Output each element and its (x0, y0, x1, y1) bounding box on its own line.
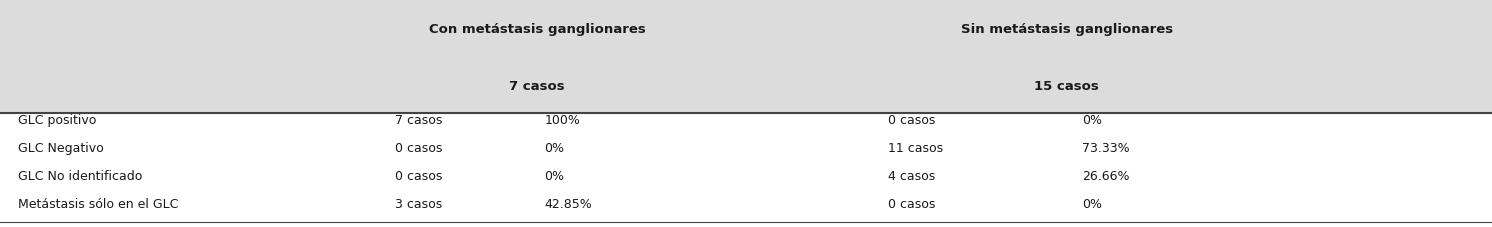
Bar (0, 0, 1492, 114)
Text: 7 casos: 7 casos (509, 80, 565, 93)
Text: 0%: 0% (545, 142, 564, 155)
Text: 15 casos: 15 casos (1034, 80, 1100, 93)
Text: 0%: 0% (1082, 197, 1101, 210)
Text: 0 casos: 0 casos (888, 197, 935, 210)
Text: GLC No identificado: GLC No identificado (18, 170, 142, 183)
Text: 0%: 0% (1082, 114, 1101, 127)
Text: 11 casos: 11 casos (888, 142, 943, 155)
Text: GLC positivo: GLC positivo (18, 114, 97, 127)
Text: Con metástasis ganglionares: Con metástasis ganglionares (428, 23, 646, 36)
Text: 26.66%: 26.66% (1082, 170, 1129, 183)
Text: 4 casos: 4 casos (888, 170, 935, 183)
Text: 73.33%: 73.33% (1082, 142, 1129, 155)
Text: 0 casos: 0 casos (395, 170, 443, 183)
Text: 7 casos: 7 casos (395, 114, 443, 127)
Text: 100%: 100% (545, 114, 580, 127)
Text: 0%: 0% (545, 170, 564, 183)
Text: 0 casos: 0 casos (888, 114, 935, 127)
Text: 3 casos: 3 casos (395, 197, 443, 210)
Text: Sin metástasis ganglionares: Sin metástasis ganglionares (961, 23, 1173, 36)
Text: 42.85%: 42.85% (545, 197, 592, 210)
Text: Metástasis sólo en el GLC: Metástasis sólo en el GLC (18, 197, 178, 210)
Text: GLC Negativo: GLC Negativo (18, 142, 103, 155)
Text: 0 casos: 0 casos (395, 142, 443, 155)
